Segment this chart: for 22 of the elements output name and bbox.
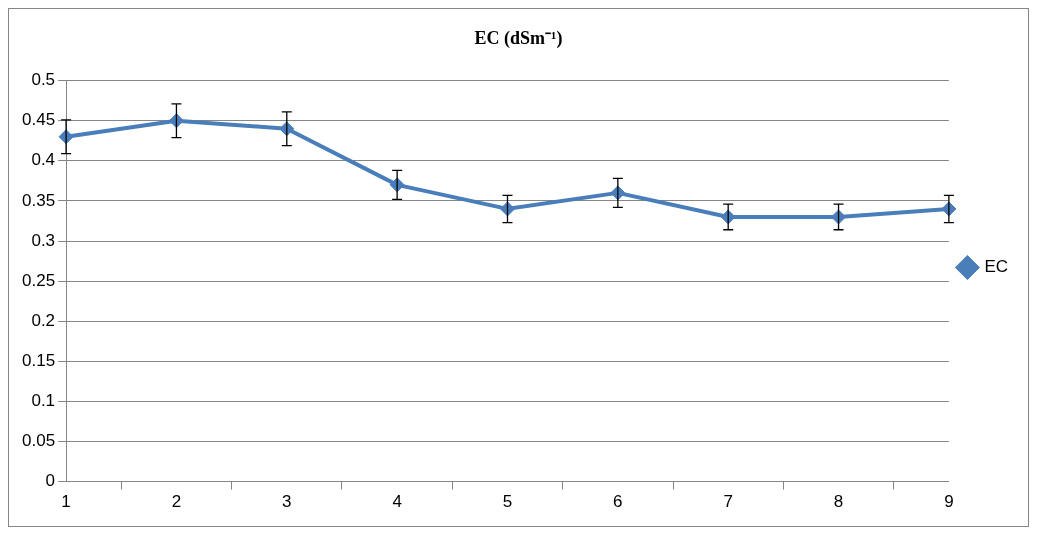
x-tick-label: 8 [833,492,844,512]
y-tick-label: 0.2 [31,310,56,330]
y-tick-label: 0.3 [31,230,56,250]
x-tick-label: 7 [723,492,733,512]
x-tick-label: 3 [282,492,292,512]
legend-label: EC [984,257,1009,277]
y-tick-label: 0.45 [21,110,56,130]
y-tick-label: 0.5 [31,70,56,90]
x-tick-label: 4 [392,492,402,512]
x-tick-label: 1 [61,492,71,512]
y-tick-label: 0 [45,471,56,491]
y-tick-label: 0.1 [31,391,56,411]
y-tick-label: 0.15 [21,350,56,370]
x-tick-label: 5 [502,492,513,512]
y-tick-label: 0.4 [31,150,56,170]
y-tick-label: 0.35 [21,190,56,210]
y-tick-label: 0.05 [21,431,56,451]
y-tick-label: 0.25 [21,270,56,290]
x-tick-label: 6 [613,492,623,512]
chart-title: EC (dSm⁻¹) [474,28,563,50]
x-tick-label: 9 [944,492,954,512]
x-tick-label: 2 [171,492,182,512]
